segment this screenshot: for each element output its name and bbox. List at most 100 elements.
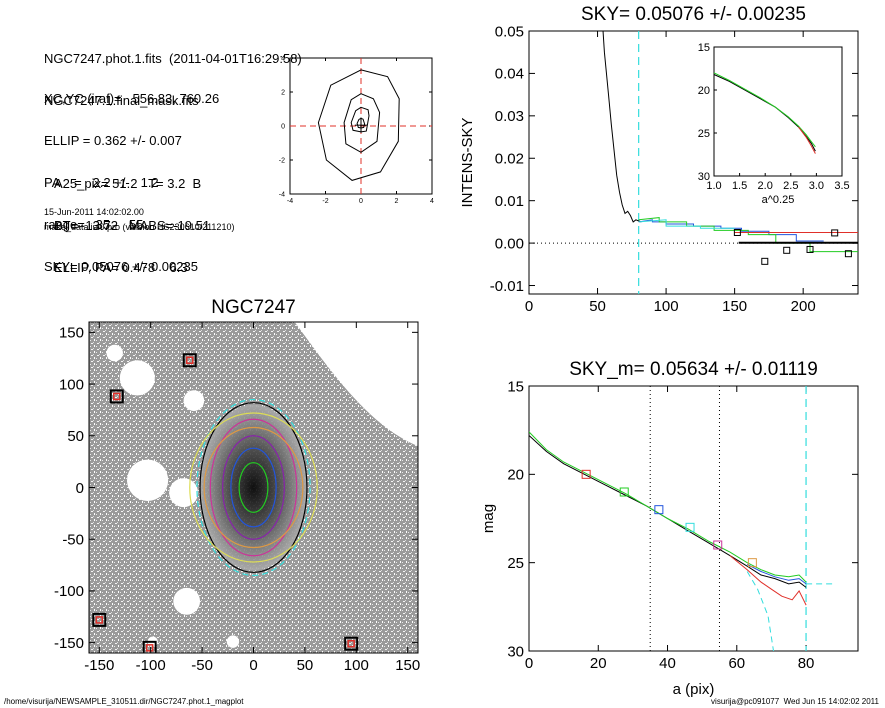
isophote-magenta [209,418,298,557]
header-line-fits: NGC7247.phot.1.fits (2011-04-01T16:29:58… [44,51,302,66]
header-line-range: range= 35.- 55. [44,217,147,232]
y-tick-label: 0 [281,123,285,130]
y-tick-label: 20 [507,467,524,484]
y-tick-label: 0.01 [495,193,524,210]
sky-marker [806,245,814,253]
mag-marker-magenta [713,540,723,550]
mag-marker-orange [747,558,757,568]
inset-x-axis-label: a^0.25 [762,194,795,206]
y-tick-label: 15 [507,378,524,395]
y-tick-label: 0.02 [495,151,524,168]
chart-title: SKY_m= 0.05634 +/- 0.01119 [569,359,818,380]
mask-marker [92,612,107,627]
x-tick-label: 60 [728,655,745,672]
x-tick-label: -2 [322,198,328,205]
y-tick-label: 4 [281,55,285,62]
x-tick-label: 20 [590,655,607,672]
y-tick-label: 2 [281,89,285,96]
y-tick-label: -100 [54,583,84,600]
mask-marker-inner [186,356,194,365]
series-line-blue [746,563,807,585]
series-group [602,31,858,253]
inset-x-tick-label: 3.0 [809,180,824,192]
mask-marker [142,640,157,653]
header-line-pa: PA = 2.2 +/- 1.2 [44,175,159,190]
mag-marker-green [619,487,629,497]
y-tick-label: 150 [59,325,84,342]
isophote-black [199,402,308,573]
mask-marker-inner [113,392,121,401]
y-tick-label: 0 [76,480,84,497]
mag-marker-cyan [685,522,695,532]
y-tick-label: 50 [67,428,84,445]
y-tick-label: 0.04 [495,66,524,83]
masked-star [127,459,169,501]
header-line-ellip-pa: ELLIP, PA= 0.478 6.3 [54,260,188,275]
x-tick-label: 0 [525,298,533,315]
masked-star [183,390,205,411]
y-tick-label: -4 [279,191,285,198]
header-results: A25_pix= 51.2 T= 3.2 B BT= 13.72 MABS=-1… [54,149,210,289]
x-tick-label: 4 [430,198,434,205]
header-line-mask: NGC7247.1.final_mask.fits [44,93,199,108]
y-axis-label: mag [480,504,497,533]
masked-star [106,344,123,362]
masked-star [226,635,240,648]
chart-title: NGC7247 [211,297,296,318]
isophote-cyan [196,398,311,577]
header-params: XC,YC (iraf)= 556.83, 760.26 ELLIP = 0.3… [44,64,219,288]
x-tick-label: 0 [359,198,363,205]
y-tick-label: -0.01 [490,278,524,295]
sky-marker [783,246,791,254]
inset-frame [713,46,843,177]
y-tick-label: -150 [54,635,84,652]
header-line-sky: SKY= 0.05076 +/- 0.00235 [44,259,198,274]
x-tick-label: -150 [84,657,114,674]
chart-title: SKY= 0.05076 +/- 0.00235 [581,4,806,25]
image-group [89,322,418,653]
mask-marker-inner [347,639,355,648]
x-tick-label: 0 [525,655,533,672]
series-line-cyan [746,571,775,651]
mag-marker-blue [654,505,664,515]
header-line-center: XC,YC (iraf)= 556.83, 760.26 [44,91,220,106]
isophote-green [238,462,269,513]
inset-y-tick-label: 30 [698,171,710,183]
mask-marker-inner [145,644,154,652]
isophote-orange [203,426,304,549]
mask-marker-inner [95,616,104,624]
header-line-a25: A25_pix= 51.2 T= 3.2 B [54,176,202,191]
x-tick-label: 50 [297,657,314,674]
inset-x-tick-label: 2.0 [758,180,773,192]
inset-y-tick-label: 20 [698,85,710,97]
header-line-bt: BT= 13.72 MABS=-19.51 [54,218,211,233]
inset-line-green [713,72,816,148]
inset-x-tick-label: 1.5 [732,180,747,192]
y-tick-label: 30 [507,643,524,660]
series-line-red [729,555,807,606]
y-axis-label: INTENS-SKY [459,117,476,207]
x-tick-label: 150 [395,657,420,674]
y-tick-label: -50 [62,531,84,548]
footer-user: visurija@pc091077 Wed Jun 15 14:02:02 20… [711,697,879,706]
header-file-lines: NGC7247.phot.1.fits (2011-04-01T16:29:58… [44,24,302,122]
x-tick-label: 2 [395,198,399,205]
x-tick-label: 40 [659,655,676,672]
series-group [529,431,834,651]
footer-path: /home/visurija/NEWSAMPLE_310511.dir/NGC7… [4,697,244,706]
x-tick-label: -100 [136,657,166,674]
header-line-ellip: ELLIP = 0.362 +/- 0.007 [44,133,182,148]
x-tick-label: 100 [654,298,679,315]
isophote-yellow [189,412,318,563]
y-tick-label: 0.03 [495,108,524,125]
header-date: 15-Jun-2011 14:02:02.00 [44,207,144,217]
header-program: make_datalist0.pro (version HS230610/211… [44,222,235,232]
mask-marker [109,389,124,404]
y-tick-label: 100 [59,376,84,393]
mask-marker [344,636,359,651]
contour-line [343,93,381,153]
inset-y-tick-label: 25 [698,128,710,140]
